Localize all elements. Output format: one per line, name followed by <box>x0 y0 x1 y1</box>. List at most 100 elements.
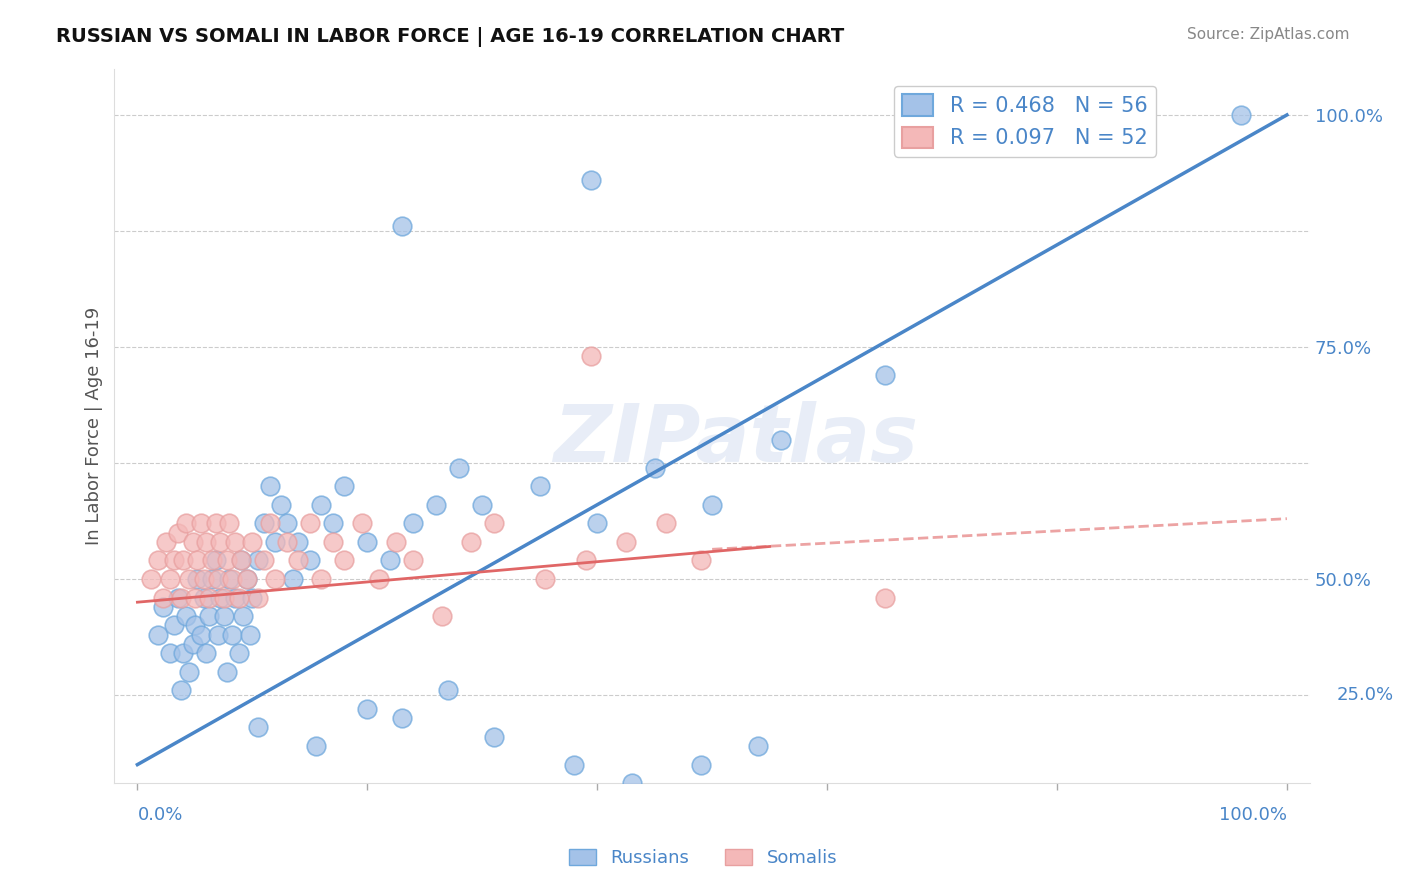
Point <box>391 219 413 234</box>
Point <box>229 553 252 567</box>
Point <box>460 534 482 549</box>
Point <box>172 646 194 660</box>
Point <box>311 572 333 586</box>
Point <box>166 591 188 605</box>
Point <box>529 479 551 493</box>
Point <box>356 534 378 549</box>
Point <box>204 553 226 567</box>
Point <box>287 553 309 567</box>
Text: ZIPatlas: ZIPatlas <box>554 401 918 479</box>
Point <box>702 498 724 512</box>
Point <box>873 368 896 382</box>
Point <box>184 591 207 605</box>
Point <box>425 498 447 512</box>
Point <box>298 516 321 531</box>
Point <box>207 628 229 642</box>
Point <box>181 534 204 549</box>
Point <box>179 665 201 679</box>
Point <box>298 553 321 567</box>
Point <box>159 646 181 660</box>
Point <box>259 479 281 493</box>
Point <box>287 534 309 549</box>
Point <box>259 516 281 531</box>
Point <box>232 609 254 624</box>
Point <box>193 591 215 605</box>
Point <box>221 572 243 586</box>
Legend: R = 0.468   N = 56, R = 0.097   N = 52: R = 0.468 N = 56, R = 0.097 N = 52 <box>894 87 1156 157</box>
Point <box>380 553 402 567</box>
Point <box>391 711 413 725</box>
Point <box>212 591 235 605</box>
Point <box>215 665 238 679</box>
Point <box>190 516 212 531</box>
Point <box>402 553 425 567</box>
Point <box>1230 108 1253 122</box>
Point <box>264 572 287 586</box>
Point <box>179 572 201 586</box>
Y-axis label: In Labor Force | Age 16-19: In Labor Force | Age 16-19 <box>86 307 103 545</box>
Point <box>155 534 177 549</box>
Point <box>247 721 270 735</box>
Point <box>197 591 219 605</box>
Point <box>270 498 292 512</box>
Point <box>253 553 276 567</box>
Point <box>186 553 208 567</box>
Point <box>449 460 471 475</box>
Point <box>430 609 453 624</box>
Point <box>385 534 408 549</box>
Point <box>873 591 896 605</box>
Point <box>281 572 304 586</box>
Point <box>166 525 188 540</box>
Point <box>436 683 458 698</box>
Point <box>181 637 204 651</box>
Point <box>620 776 643 790</box>
Point <box>581 173 603 187</box>
Point <box>224 534 246 549</box>
Text: 100.0%: 100.0% <box>1219 806 1286 824</box>
Point <box>367 572 389 586</box>
Point <box>356 702 378 716</box>
Point <box>195 646 218 660</box>
Point <box>159 572 181 586</box>
Point <box>253 516 276 531</box>
Point <box>209 534 232 549</box>
Point <box>186 572 208 586</box>
Point <box>644 460 666 475</box>
Point <box>209 591 232 605</box>
Point <box>218 516 240 531</box>
Point <box>170 683 193 698</box>
Point <box>152 599 174 614</box>
Point <box>207 572 229 586</box>
Point <box>247 553 270 567</box>
Text: 0.0%: 0.0% <box>138 806 183 824</box>
Point <box>581 349 603 363</box>
Point <box>215 553 238 567</box>
Point <box>218 572 240 586</box>
Point <box>235 572 257 586</box>
Text: RUSSIAN VS SOMALI IN LABOR FORCE | AGE 16-19 CORRELATION CHART: RUSSIAN VS SOMALI IN LABOR FORCE | AGE 1… <box>56 27 845 46</box>
Point <box>195 534 218 549</box>
Point <box>276 534 298 549</box>
Point <box>747 739 769 753</box>
Point <box>240 591 263 605</box>
Point <box>204 516 226 531</box>
Point <box>152 591 174 605</box>
Point <box>240 534 263 549</box>
Point <box>562 757 585 772</box>
Point <box>770 433 793 447</box>
Point <box>322 534 344 549</box>
Point <box>201 572 224 586</box>
Point <box>304 739 326 753</box>
Point <box>197 609 219 624</box>
Text: 25.0%: 25.0% <box>1336 686 1393 704</box>
Point <box>247 591 270 605</box>
Point <box>212 609 235 624</box>
Point <box>239 628 262 642</box>
Point <box>221 628 243 642</box>
Point <box>141 572 163 586</box>
Point <box>224 591 246 605</box>
Point <box>575 553 598 567</box>
Point <box>201 553 224 567</box>
Point <box>235 572 257 586</box>
Point <box>614 534 637 549</box>
